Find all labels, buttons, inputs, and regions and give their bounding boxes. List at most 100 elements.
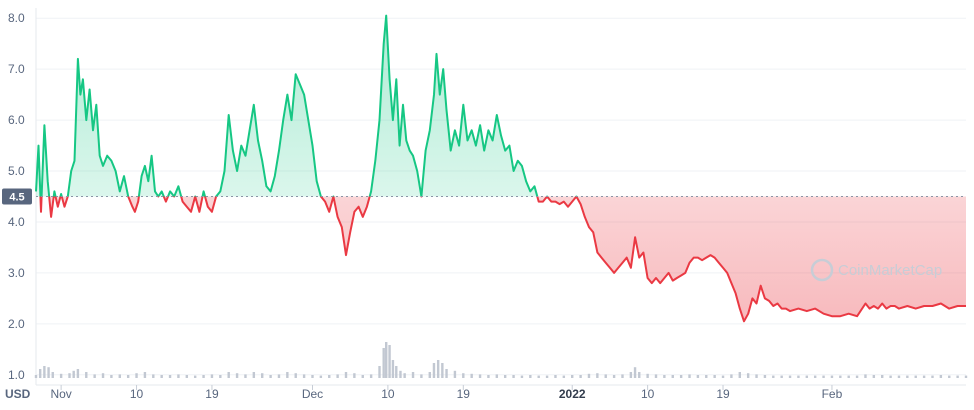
area-below-reference — [36, 196, 966, 322]
volume-bar — [864, 374, 867, 378]
volume-bar — [633, 367, 637, 378]
x-tick-label: 10 — [130, 387, 144, 401]
volume-bar — [813, 375, 817, 378]
volume-bar — [738, 372, 741, 378]
volume-bar — [478, 374, 482, 378]
volume-bar — [780, 375, 783, 378]
volume-bar — [939, 375, 943, 378]
volume-bar — [244, 374, 247, 378]
volume-bar — [571, 375, 574, 378]
volume-bar — [432, 363, 436, 378]
volume-bar — [948, 375, 951, 378]
volume-bar — [638, 372, 641, 378]
area-above-reference — [36, 15, 966, 197]
volume-bar — [59, 373, 63, 378]
volume-bar — [210, 374, 214, 378]
volume-bar — [202, 375, 205, 378]
volume-bars — [34, 342, 968, 378]
volume-bar — [922, 375, 926, 378]
volume-bar — [344, 372, 348, 378]
x-tick-label: Nov — [50, 387, 71, 401]
volume-bar — [847, 375, 850, 378]
volume-bar — [185, 375, 189, 378]
volume-bar — [51, 372, 54, 378]
volume-bar — [914, 375, 917, 378]
volume-bar — [177, 374, 180, 378]
y-tick-label: 8.0 — [8, 11, 25, 25]
volume-bar — [269, 375, 272, 378]
price-line-down — [39, 196, 966, 323]
volume-bar — [470, 373, 473, 378]
volume-bar — [93, 374, 96, 378]
volume-bar — [445, 369, 448, 378]
volume-bar — [906, 375, 909, 378]
volume-bar — [193, 375, 197, 378]
volume-bar — [369, 374, 373, 378]
volume-bar — [311, 375, 314, 378]
volume-bar — [721, 375, 725, 378]
reference-label-text: 4.5 — [9, 192, 24, 204]
volume-bar — [562, 375, 566, 378]
volume-bar — [68, 373, 71, 378]
volume-bar — [805, 375, 809, 378]
volume-bar — [277, 374, 281, 378]
x-tick-label: Feb — [822, 387, 843, 401]
volume-bar — [872, 375, 876, 378]
x-tick-label: 10 — [381, 387, 395, 401]
watermark: CoinMarketCap — [810, 258, 942, 282]
currency-label: USD — [5, 387, 31, 401]
y-tick-label: 1.0 — [8, 368, 25, 382]
volume-bar — [294, 373, 297, 378]
volume-bar — [85, 372, 88, 378]
volume-bar — [587, 373, 591, 378]
volume-bar — [713, 375, 716, 378]
volume-bar — [453, 370, 457, 378]
price-line — [35, 14, 966, 323]
volume-bar — [160, 375, 163, 378]
volume-bar — [705, 375, 708, 378]
x-tick-label: 19 — [205, 387, 219, 401]
x-tick-label: 19 — [457, 387, 471, 401]
volume-bar — [336, 374, 339, 378]
volume-bar — [462, 373, 465, 378]
volume-bar — [579, 375, 582, 378]
x-tick-label: 2022 — [559, 387, 586, 401]
volume-bar — [441, 363, 444, 378]
volume-bar — [286, 372, 289, 378]
volume-bar — [646, 373, 649, 378]
volume-bar — [227, 372, 230, 378]
volume-bar — [399, 370, 402, 378]
volume-bar — [126, 375, 130, 378]
volume-bar — [629, 372, 633, 378]
volume-bar — [956, 375, 959, 378]
volume-bar — [395, 366, 398, 378]
volume-bar — [839, 375, 842, 378]
volume-bar — [512, 375, 515, 378]
volume-bar — [663, 375, 666, 378]
volume-bar — [252, 372, 256, 378]
volume-bar — [730, 374, 733, 378]
volume-bar — [168, 375, 172, 378]
volume-bar — [788, 375, 792, 378]
volume-bar — [529, 375, 532, 378]
volume-bar — [43, 366, 46, 378]
volume-bar — [34, 375, 38, 378]
volume-bar — [391, 360, 395, 378]
volume-bar — [537, 375, 540, 378]
volume-bar — [378, 366, 381, 378]
y-tick-label: 2.0 — [8, 317, 25, 331]
volume-bar — [388, 345, 391, 378]
volume-bar — [897, 375, 901, 378]
volume-bar — [797, 375, 800, 378]
volume-bar — [361, 375, 364, 378]
volume-bar — [385, 342, 388, 378]
y-tick-label: 3.0 — [8, 266, 25, 280]
volume-bar — [554, 375, 557, 378]
x-tick-label: 10 — [641, 387, 655, 401]
volume-bar — [855, 375, 859, 378]
volume-bar — [746, 373, 750, 378]
volume-bar — [411, 372, 415, 378]
x-axis: Nov 10 19 Dec 10 19 2022 10 19 Feb — [36, 384, 966, 401]
volume-bar — [235, 373, 239, 378]
